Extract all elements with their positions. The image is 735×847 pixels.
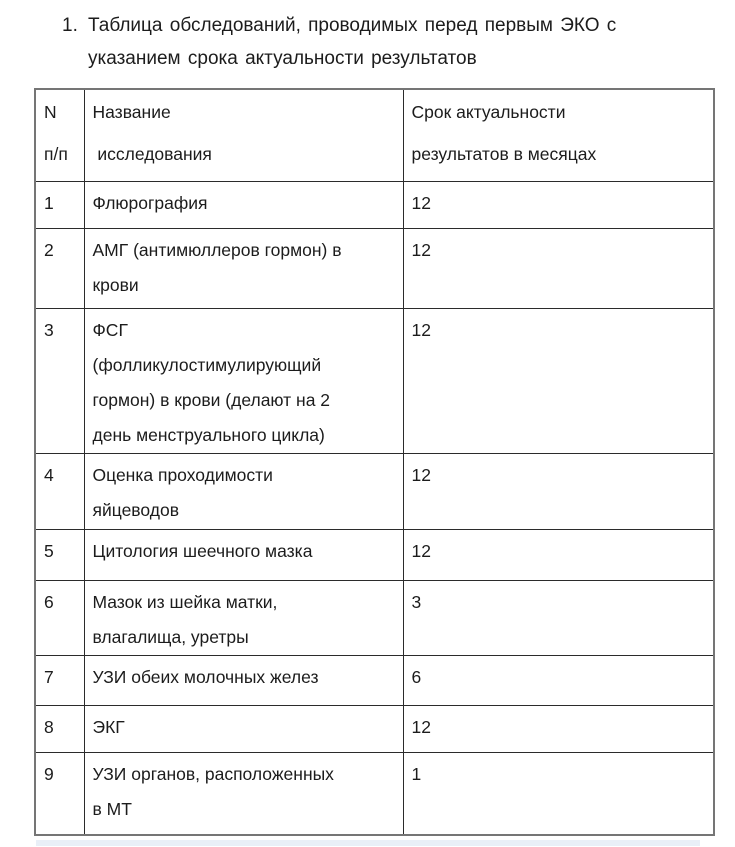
table-row: 7 УЗИ обеих молочных желез 6 bbox=[34, 654, 715, 706]
table-row: 5 Цитология шеечного мазка 12 bbox=[34, 528, 715, 581]
cell-months: 12 bbox=[402, 704, 715, 753]
bottom-highlight-bar bbox=[36, 840, 700, 846]
title-number: 1. bbox=[62, 15, 78, 36]
cell-name: ЭКГ bbox=[83, 704, 404, 753]
header-cell-number: N п/п bbox=[34, 88, 85, 182]
table-row: 1 Флюрография 12 bbox=[34, 180, 715, 229]
cell-number: 5 bbox=[34, 528, 85, 581]
cell-months: 12 bbox=[402, 227, 715, 309]
cell-months: 6 bbox=[402, 654, 715, 706]
cell-number: 4 bbox=[34, 452, 85, 530]
table-header-row: N п/п Название исследования Срок актуаль… bbox=[34, 88, 715, 182]
cell-name: Мазок из шейка матки, влагалища, уретры bbox=[83, 579, 404, 656]
cell-number: 9 bbox=[34, 751, 85, 836]
cell-months: 12 bbox=[402, 307, 715, 454]
cell-name: УЗИ обеих молочных желез bbox=[83, 654, 404, 706]
cell-months: 12 bbox=[402, 528, 715, 581]
cell-number: 8 bbox=[34, 704, 85, 753]
cell-number: 2 bbox=[34, 227, 85, 309]
cell-number: 7 bbox=[34, 654, 85, 706]
table-row: 6 Мазок из шейка матки, влагалища, уретр… bbox=[34, 579, 715, 656]
table-row: 4 Оценка проходимости яйцеводов 12 bbox=[34, 452, 715, 530]
cell-name: ФСГ (фолликулостимулирующий гормон) в кр… bbox=[83, 307, 404, 454]
cell-months: 12 bbox=[402, 452, 715, 530]
table-row: 8 ЭКГ 12 bbox=[34, 704, 715, 753]
cell-name: Флюрография bbox=[83, 180, 404, 229]
cell-name: Цитология шеечного мазка bbox=[83, 528, 404, 581]
document-title: 1. Таблица обследований, проводимых пере… bbox=[62, 9, 616, 75]
table-row: 3 ФСГ (фолликулостимулирующий гормон) в … bbox=[34, 307, 715, 454]
cell-months: 12 bbox=[402, 180, 715, 229]
table-row: 2 АМГ (антимюллеров гормон) в крови 12 bbox=[34, 227, 715, 309]
cell-number: 3 bbox=[34, 307, 85, 454]
cell-months: 3 bbox=[402, 579, 715, 656]
header-cell-months: Срок актуальности результатов в месяцах bbox=[402, 88, 715, 182]
title-text: Таблица обследований, проводимых перед п… bbox=[88, 15, 617, 69]
cell-months: 1 bbox=[402, 751, 715, 836]
cell-number: 6 bbox=[34, 579, 85, 656]
table-row: 9 УЗИ органов, расположенных в МТ 1 bbox=[34, 751, 715, 836]
header-cell-name: Название исследования bbox=[83, 88, 404, 182]
cell-name: УЗИ органов, расположенных в МТ bbox=[83, 751, 404, 836]
cell-name: АМГ (антимюллеров гормон) в крови bbox=[83, 227, 404, 309]
cell-name: Оценка проходимости яйцеводов bbox=[83, 452, 404, 530]
examinations-table: N п/п Название исследования Срок актуаль… bbox=[34, 88, 715, 836]
cell-number: 1 bbox=[34, 180, 85, 229]
